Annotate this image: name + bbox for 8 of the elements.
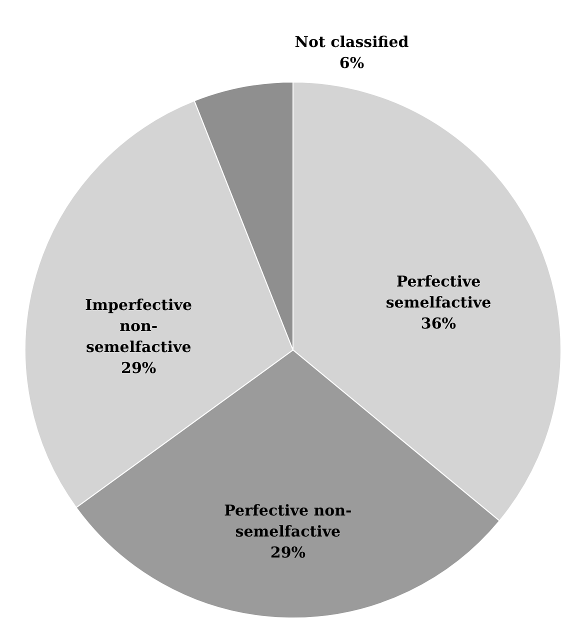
data-label: 36%	[420, 314, 456, 333]
data-label: 29%	[121, 359, 156, 378]
slice-label: Imperfective non-semelfactive	[85, 296, 192, 356]
slice-label: Perfective non-semelfactive	[224, 502, 352, 541]
slice-label: Perfective semelfactive	[386, 272, 492, 312]
data-label: 29%	[270, 544, 306, 562]
slice-label: Not classified	[294, 32, 410, 51]
data-label: 6%	[339, 54, 364, 72]
